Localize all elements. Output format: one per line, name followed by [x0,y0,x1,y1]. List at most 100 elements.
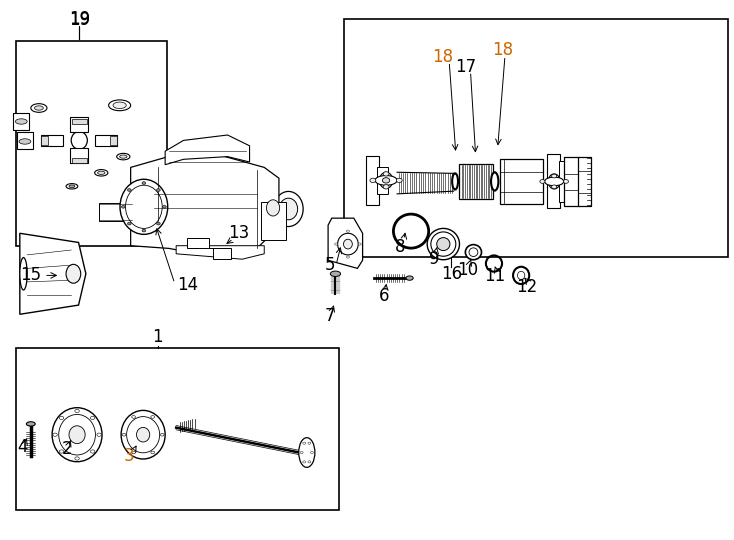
Ellipse shape [151,451,154,454]
Ellipse shape [98,171,105,174]
Ellipse shape [151,416,155,418]
Bar [95,135,117,146]
Bar [99,202,132,221]
Text: 1: 1 [153,328,163,347]
Ellipse shape [437,238,450,251]
Ellipse shape [66,184,78,189]
Ellipse shape [545,177,564,186]
Text: 2: 2 [62,440,73,458]
Ellipse shape [346,230,349,232]
Text: 18: 18 [493,41,513,59]
Ellipse shape [120,155,127,158]
Ellipse shape [142,181,145,185]
Ellipse shape [338,233,358,255]
Ellipse shape [379,172,393,188]
Bar [13,113,29,130]
Polygon shape [328,218,363,268]
Ellipse shape [34,106,43,110]
Ellipse shape [552,174,556,178]
Text: 16: 16 [441,265,462,283]
Ellipse shape [308,461,311,463]
Text: 9: 9 [429,250,440,268]
Bar [366,156,379,205]
Ellipse shape [302,442,305,444]
Ellipse shape [548,174,560,189]
Ellipse shape [31,104,47,112]
Ellipse shape [122,433,126,436]
Ellipse shape [160,433,164,436]
Ellipse shape [156,188,160,191]
Ellipse shape [95,170,108,176]
Bar [578,157,591,206]
Ellipse shape [59,415,95,455]
Bar [344,19,728,256]
Ellipse shape [109,100,131,111]
Bar [16,40,167,246]
Ellipse shape [75,457,79,460]
Ellipse shape [52,408,102,462]
Ellipse shape [564,179,568,183]
Bar [459,164,493,199]
Text: 14: 14 [178,276,198,294]
Bar [41,136,48,145]
Ellipse shape [465,245,482,260]
Ellipse shape [71,131,87,149]
Ellipse shape [346,256,349,258]
Text: 19: 19 [69,10,90,28]
Polygon shape [131,151,279,254]
Ellipse shape [59,416,64,420]
Ellipse shape [128,222,131,225]
Ellipse shape [396,178,402,183]
Ellipse shape [469,248,478,256]
Bar [70,117,88,132]
Ellipse shape [299,437,315,467]
Ellipse shape [274,192,303,227]
Ellipse shape [26,422,35,426]
Ellipse shape [344,239,352,249]
Ellipse shape [128,188,131,191]
Text: 6: 6 [379,287,390,305]
Bar [70,148,88,163]
Ellipse shape [53,433,57,436]
Ellipse shape [431,232,456,256]
Ellipse shape [517,271,525,280]
Ellipse shape [97,433,101,436]
Bar [17,132,33,149]
Text: 18: 18 [432,48,453,66]
Text: 13: 13 [228,224,249,242]
Ellipse shape [540,179,545,183]
Ellipse shape [90,416,95,420]
Text: 3: 3 [124,447,134,465]
Text: 4: 4 [17,438,27,456]
Bar [547,154,560,208]
Text: 15: 15 [21,266,41,285]
Ellipse shape [15,119,27,124]
Bar [110,136,117,145]
Bar [41,135,63,146]
Ellipse shape [310,451,313,454]
Text: 5: 5 [325,255,335,274]
Polygon shape [20,233,86,314]
Ellipse shape [117,153,130,160]
Bar [564,157,579,206]
Ellipse shape [330,271,341,276]
Ellipse shape [375,176,397,185]
Ellipse shape [142,229,145,232]
Ellipse shape [59,450,64,453]
Ellipse shape [406,276,413,280]
Bar [72,158,87,163]
Ellipse shape [66,265,81,283]
Text: 10: 10 [457,261,478,279]
Ellipse shape [69,426,85,444]
Polygon shape [165,135,250,165]
Ellipse shape [335,243,338,245]
Ellipse shape [120,179,167,234]
Ellipse shape [382,178,390,183]
Bar [500,159,543,204]
Ellipse shape [358,243,361,245]
Text: 7: 7 [325,307,335,325]
Ellipse shape [370,178,376,183]
Ellipse shape [427,228,459,260]
Ellipse shape [75,409,79,413]
Ellipse shape [131,451,135,454]
